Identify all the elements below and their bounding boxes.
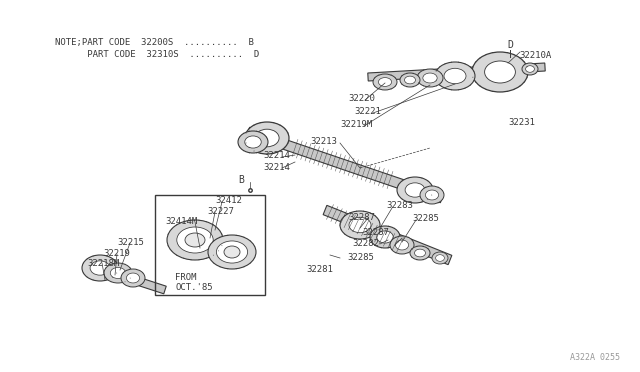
Ellipse shape	[121, 269, 145, 287]
Text: 32281: 32281	[306, 264, 333, 273]
Polygon shape	[87, 261, 166, 294]
Text: 32219: 32219	[103, 248, 130, 257]
Text: 32215: 32215	[117, 237, 144, 247]
Ellipse shape	[423, 73, 437, 83]
Text: 32285: 32285	[412, 214, 439, 222]
Text: A322A 0255: A322A 0255	[570, 353, 620, 362]
Ellipse shape	[417, 69, 443, 87]
Text: 32213: 32213	[310, 137, 337, 145]
Ellipse shape	[410, 246, 430, 260]
Ellipse shape	[444, 68, 466, 84]
Ellipse shape	[396, 240, 408, 250]
Bar	[155, 195, 265, 295]
Ellipse shape	[82, 255, 118, 281]
Ellipse shape	[397, 177, 433, 203]
Text: PART CODE  32310S  ..........  D: PART CODE 32310S .......... D	[55, 50, 259, 59]
Ellipse shape	[377, 231, 393, 243]
Ellipse shape	[525, 66, 534, 72]
Ellipse shape	[340, 211, 380, 239]
Ellipse shape	[436, 255, 444, 261]
Ellipse shape	[405, 183, 425, 197]
Text: D: D	[507, 40, 513, 50]
Text: B: B	[238, 175, 244, 185]
Text: 32231: 32231	[508, 118, 535, 126]
Text: 32283: 32283	[386, 201, 413, 209]
Text: 32214: 32214	[263, 163, 290, 171]
Ellipse shape	[420, 186, 444, 204]
Polygon shape	[246, 127, 444, 203]
Ellipse shape	[390, 236, 414, 254]
Ellipse shape	[127, 273, 140, 283]
Ellipse shape	[370, 226, 400, 248]
Ellipse shape	[378, 78, 392, 86]
Text: 32221: 32221	[354, 106, 381, 115]
Ellipse shape	[432, 252, 448, 264]
Ellipse shape	[415, 249, 426, 257]
Text: 32287: 32287	[362, 228, 389, 237]
Polygon shape	[323, 205, 452, 264]
Text: 32210A: 32210A	[519, 51, 551, 60]
Text: FROM: FROM	[175, 273, 196, 282]
Ellipse shape	[435, 62, 475, 90]
Text: 32227: 32227	[207, 206, 234, 215]
Ellipse shape	[224, 246, 240, 258]
Ellipse shape	[177, 227, 213, 253]
Ellipse shape	[255, 129, 279, 147]
Ellipse shape	[484, 61, 515, 83]
Ellipse shape	[373, 74, 397, 90]
Ellipse shape	[110, 267, 125, 279]
Ellipse shape	[104, 263, 132, 283]
Text: 32218M: 32218M	[87, 259, 119, 267]
Ellipse shape	[208, 235, 256, 269]
Ellipse shape	[216, 241, 248, 263]
Ellipse shape	[404, 76, 415, 84]
Text: 32412: 32412	[215, 196, 242, 205]
Text: 32220: 32220	[348, 93, 375, 103]
Ellipse shape	[472, 52, 528, 92]
Ellipse shape	[400, 73, 420, 87]
Text: 32214: 32214	[263, 151, 290, 160]
Ellipse shape	[167, 220, 223, 260]
Text: 32414M: 32414M	[165, 217, 197, 225]
Ellipse shape	[245, 122, 289, 154]
Ellipse shape	[426, 190, 438, 200]
Ellipse shape	[244, 136, 261, 148]
Text: 32219M: 32219M	[340, 119, 372, 128]
Text: 32285: 32285	[347, 253, 374, 262]
Ellipse shape	[522, 63, 538, 75]
Ellipse shape	[349, 217, 371, 233]
Ellipse shape	[185, 233, 205, 247]
Text: 32287: 32287	[348, 212, 375, 221]
Text: OCT.'85: OCT.'85	[175, 282, 212, 292]
Polygon shape	[368, 63, 545, 81]
Text: NOTE;PART CODE  32200S  ..........  B: NOTE;PART CODE 32200S .......... B	[55, 38, 254, 47]
Text: 32282: 32282	[352, 240, 379, 248]
Ellipse shape	[90, 261, 110, 275]
Ellipse shape	[238, 131, 268, 153]
